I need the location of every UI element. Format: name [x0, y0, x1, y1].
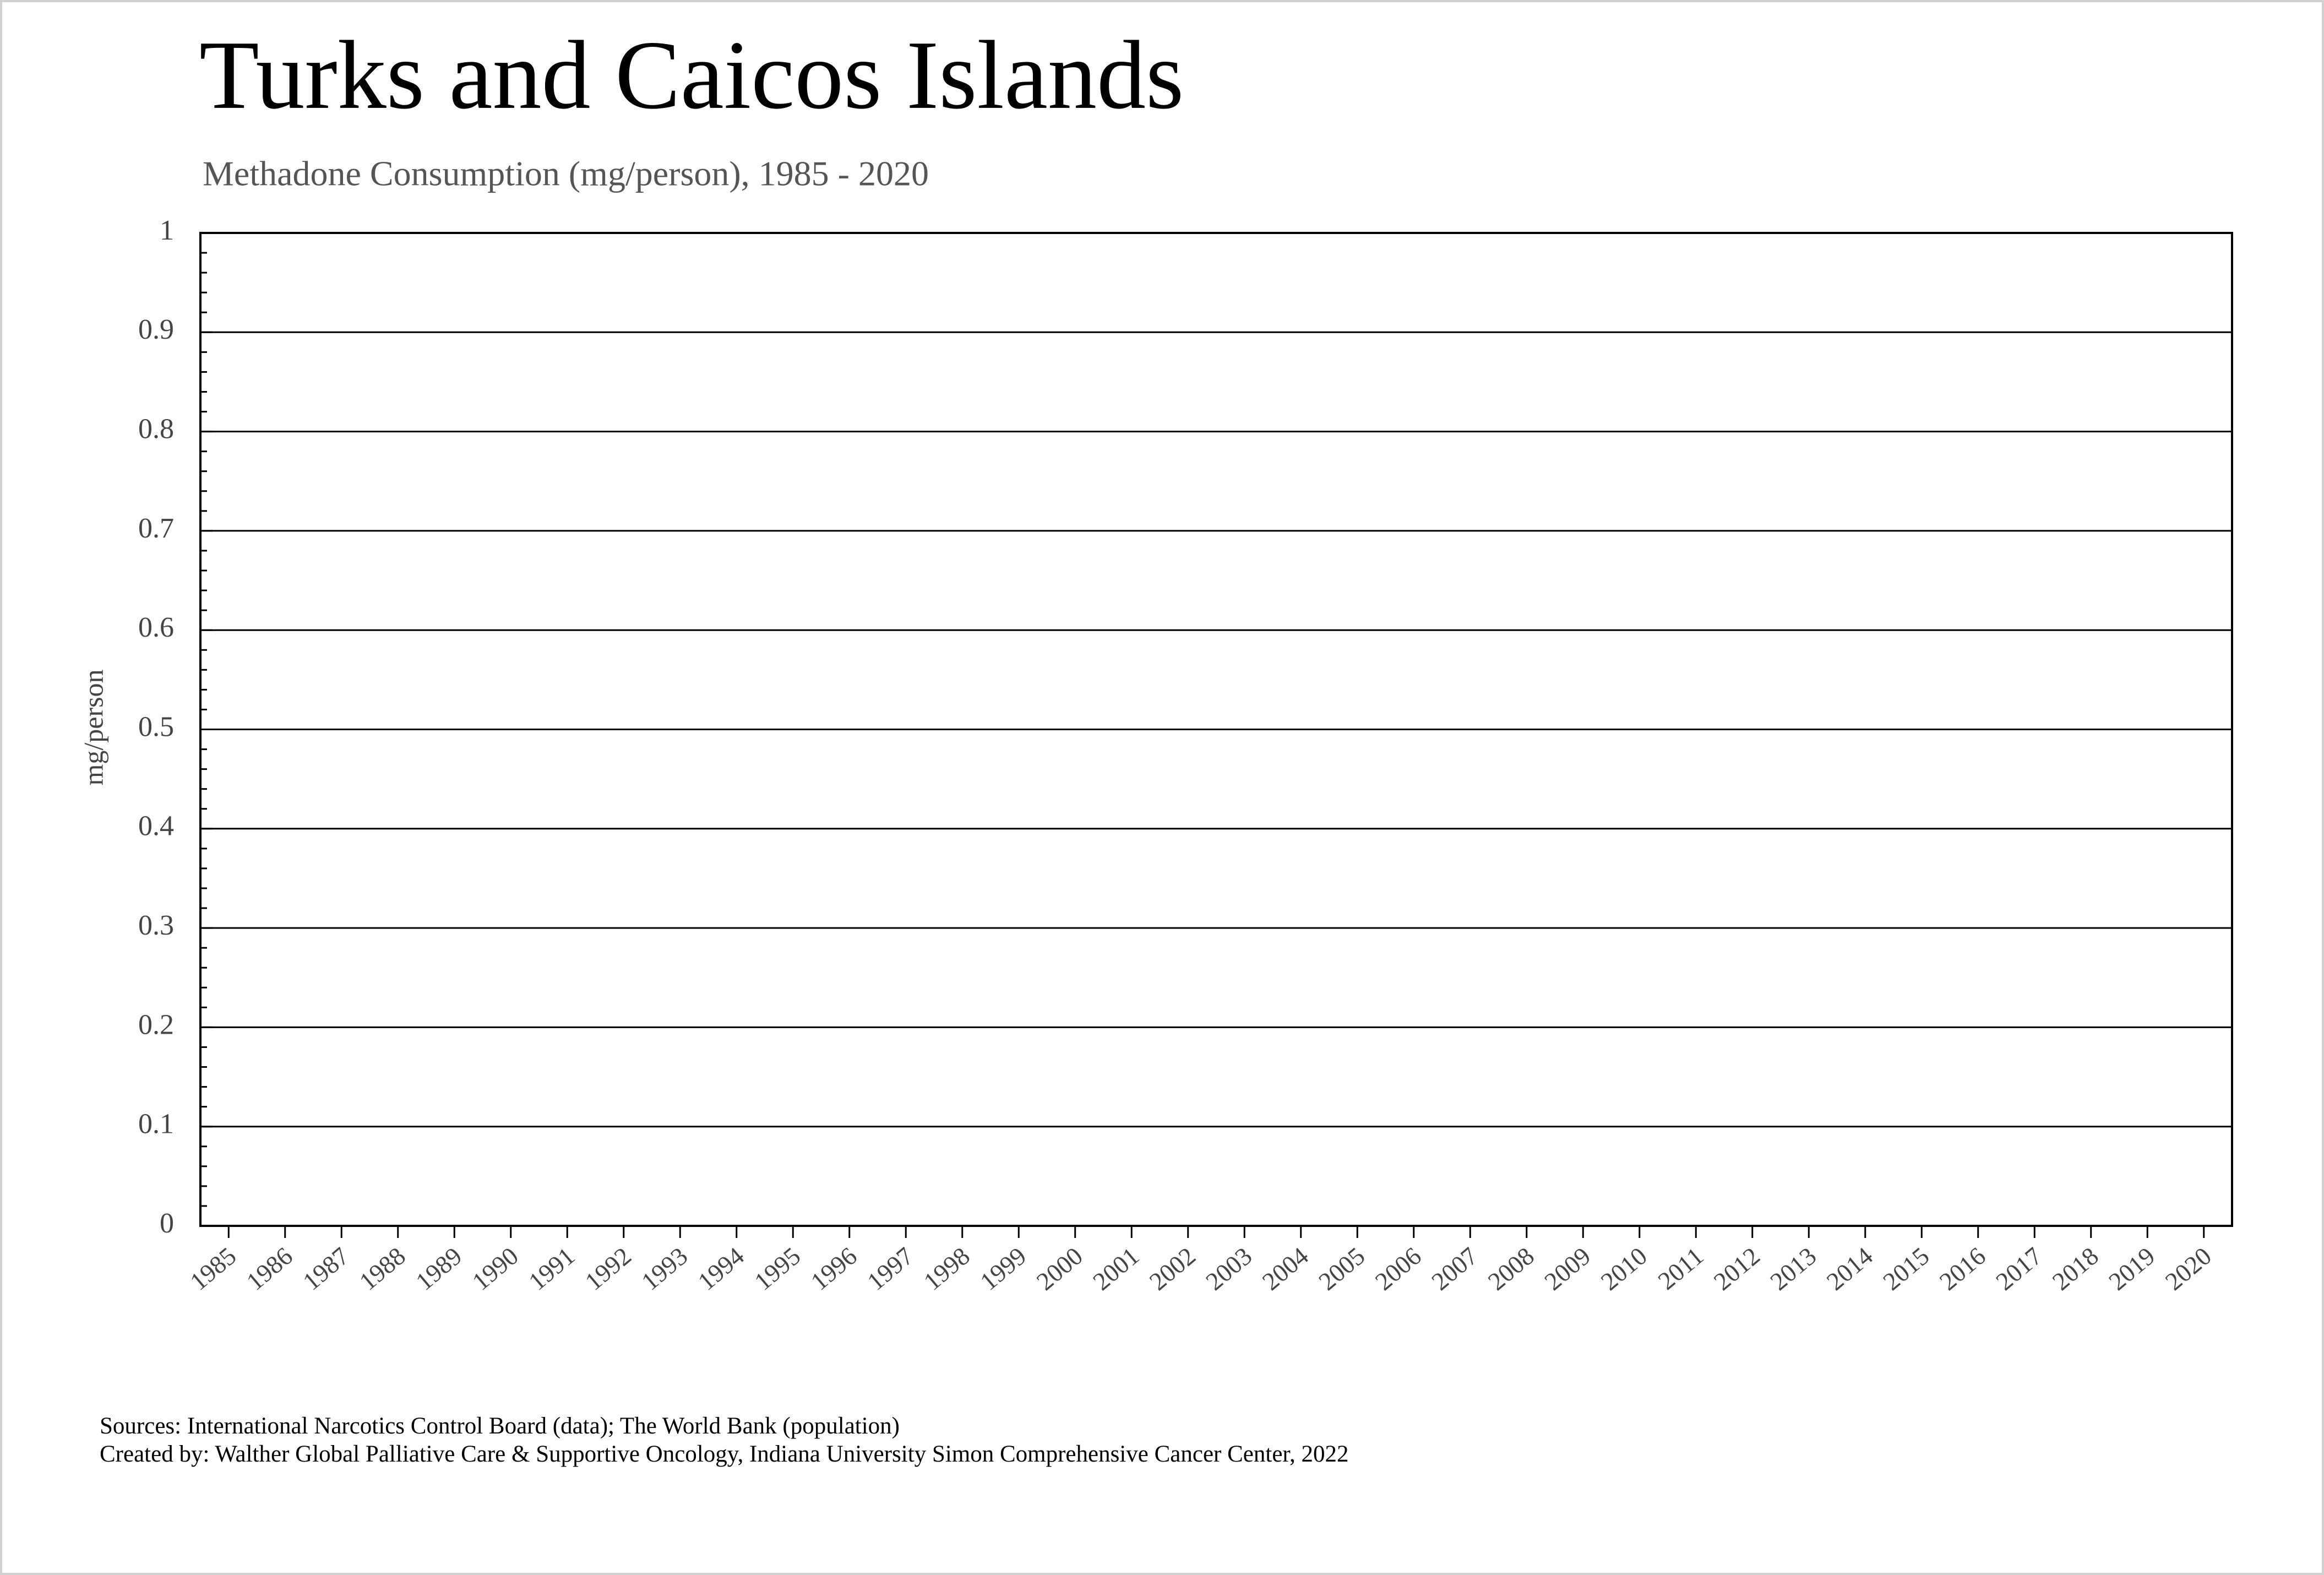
- y-tick-label: 0.4: [138, 811, 174, 842]
- y-tick-label: 1: [160, 215, 174, 246]
- y-tick-label: 0.8: [138, 414, 174, 445]
- y-tick-label: 0.9: [138, 314, 174, 345]
- chart-subtitle: Methadone Consumption (mg/person), 1985 …: [203, 154, 929, 193]
- plot-frame: [199, 232, 2233, 1227]
- chart-title: Turks and Caicos Islands: [199, 20, 1184, 129]
- y-tick-label: 0.7: [138, 513, 174, 544]
- y-tick-label: 0.5: [138, 711, 174, 742]
- y-tick-label: 0.1: [138, 1109, 174, 1140]
- source-note: Sources: International Narcotics Control…: [100, 1413, 900, 1439]
- source-note: Created by: Walther Global Palliative Ca…: [100, 1441, 1349, 1467]
- y-axis-label: mg/person: [78, 669, 108, 785]
- y-tick-label: 0.6: [138, 612, 174, 643]
- y-tick-label: 0: [160, 1208, 174, 1239]
- y-tick-label: 0.3: [138, 910, 174, 941]
- y-tick-label: 0.2: [138, 1009, 174, 1040]
